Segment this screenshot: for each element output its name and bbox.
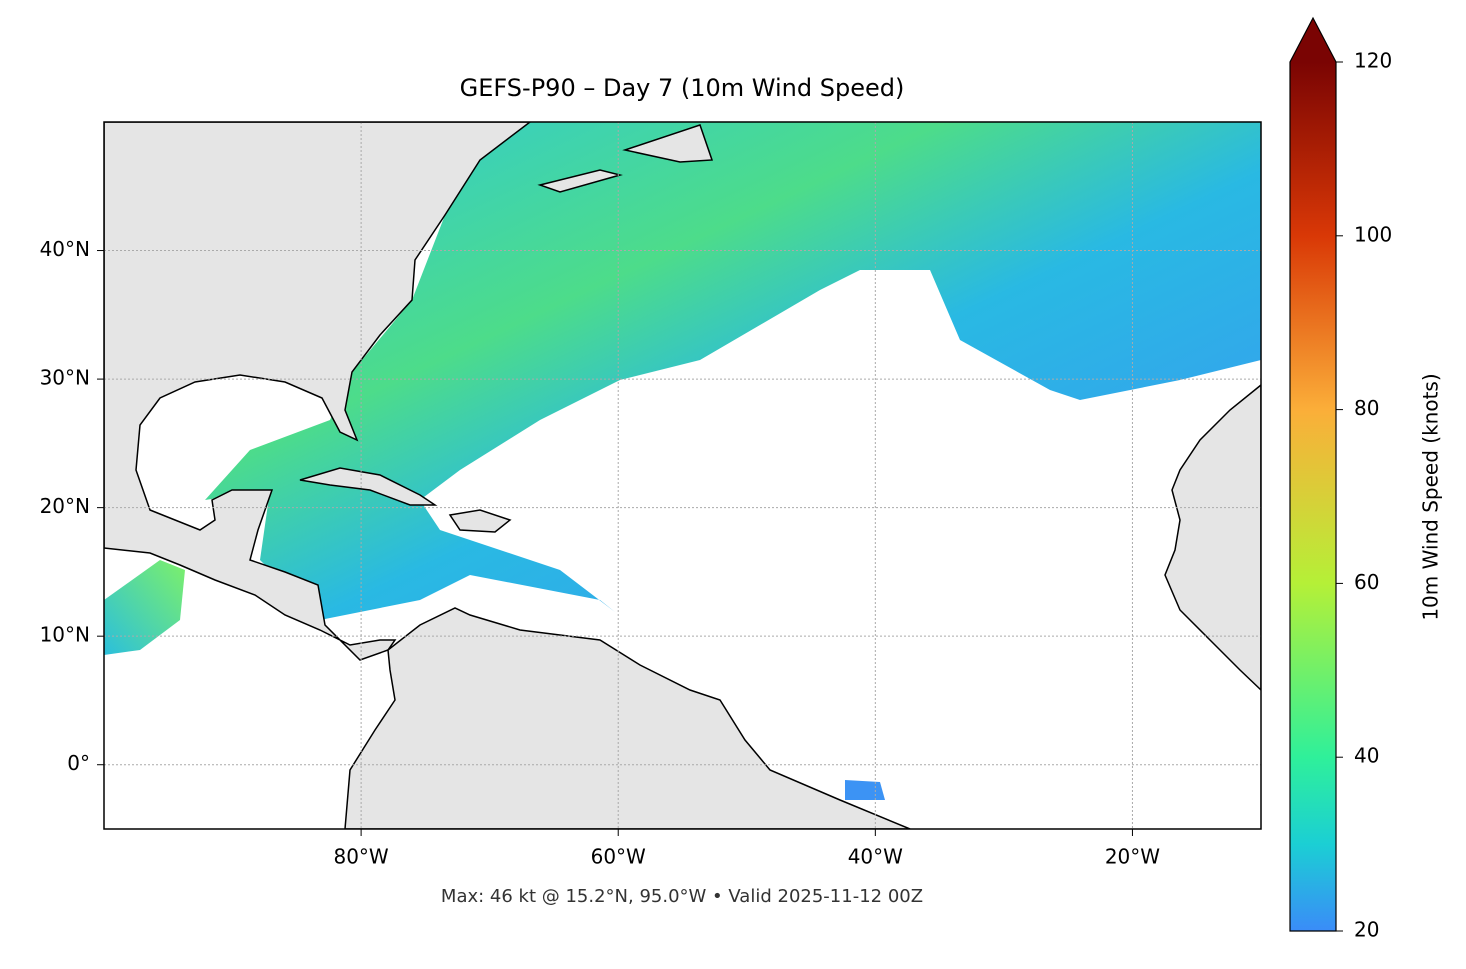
- y-tick-label: 30°N: [40, 366, 90, 390]
- map-area: [104, 122, 1261, 829]
- x-tick-label: 80°W: [333, 845, 388, 869]
- colorbar-extend: [1290, 18, 1336, 62]
- map-frame: [103, 121, 1262, 830]
- hispaniola: [448, 509, 512, 533]
- footnote: Max: 46 kt @ 15.2°N, 95.0°W • Valid 2025…: [441, 886, 923, 907]
- x-tick-label: 40°W: [848, 845, 903, 869]
- colorbar-tick-label: 120: [1354, 49, 1392, 73]
- colorbar: [1290, 62, 1336, 931]
- colorbar-tick-label: 40: [1354, 744, 1379, 768]
- wind-field-pacific: [104, 560, 185, 655]
- colorbar-label: 10m Wind Speed (knots): [1419, 373, 1443, 620]
- south-america: [344, 607, 911, 829]
- x-tick-label: 60°W: [591, 845, 646, 869]
- wind-field: [205, 122, 1261, 620]
- x-tick-label: 20°W: [1105, 845, 1160, 869]
- colorbar-tick-label: 20: [1354, 918, 1379, 942]
- newfoundland: [622, 124, 714, 163]
- title: GEFS-P90 – Day 7 (10m Wind Speed): [460, 74, 905, 102]
- colorbar-tick-label: 100: [1354, 222, 1392, 246]
- y-tick-label: 10°N: [40, 623, 90, 647]
- north-america: [104, 122, 532, 661]
- gridlines: [104, 122, 1261, 829]
- nova-scotia: [537, 169, 623, 193]
- cuba: [299, 467, 438, 506]
- y-tick-label: 0°: [67, 751, 90, 775]
- y-tick-label: 40°N: [40, 237, 90, 261]
- y-tick-label: 20°N: [40, 494, 90, 518]
- colorbar-tick-label: 80: [1354, 396, 1379, 420]
- wind-patch: [845, 780, 885, 800]
- colorbar-frame: [1289, 16, 1337, 932]
- africa: [1164, 384, 1261, 692]
- colorbar-tick-label: 60: [1354, 570, 1379, 594]
